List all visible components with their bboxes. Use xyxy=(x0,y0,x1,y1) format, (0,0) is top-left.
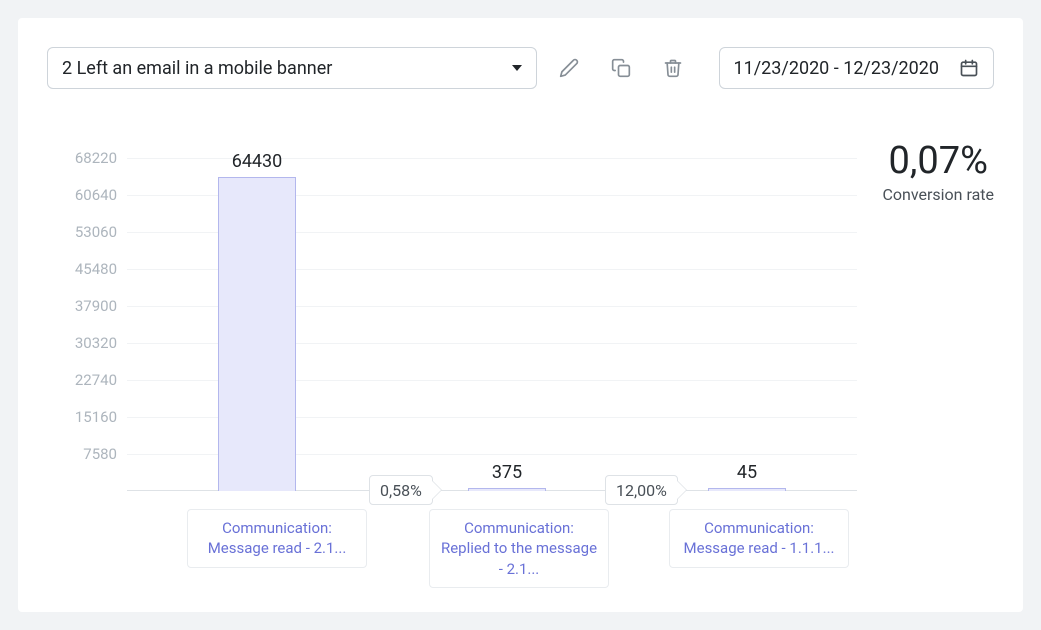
edit-button[interactable] xyxy=(549,48,589,88)
date-range-label: 11/23/2020 - 12/23/2020 xyxy=(734,58,939,79)
funnel-select-dropdown[interactable]: 2 Left an email in a mobile banner xyxy=(47,47,537,89)
x-axis-labels: Communication: Message read - 2.1... Comm… xyxy=(127,509,857,585)
funnel-step-label[interactable]: Communication: Message read - 2.1... xyxy=(187,509,367,568)
y-tick-label: 22740 xyxy=(47,371,117,389)
y-tick-label: 53060 xyxy=(47,223,117,241)
y-axis: 7580 15160 22740 30320 37900 45480 53060 60640 6… xyxy=(47,121,125,491)
bar-value-label: 64430 xyxy=(197,151,317,172)
bar-value-label: 45 xyxy=(687,462,807,483)
y-tick-label: 60640 xyxy=(47,186,117,204)
funnel-bar[interactable] xyxy=(708,488,786,491)
conversion-summary: 0,07% Conversion rate xyxy=(882,139,994,204)
y-tick-label: 15160 xyxy=(47,408,117,426)
y-tick-label: 37900 xyxy=(47,297,117,315)
delete-button[interactable] xyxy=(653,48,693,88)
chevron-down-icon xyxy=(512,65,522,71)
bar-value-label: 375 xyxy=(447,462,567,483)
copy-icon xyxy=(611,58,631,78)
funnel-chart: 0,07% Conversion rate 7580 15160 22740 3032… xyxy=(47,121,994,591)
toolbar: 2 Left an email in a mobile banner 11/23… xyxy=(47,47,994,89)
y-tick-label: 7580 xyxy=(47,445,117,463)
funnel-panel: 2 Left an email in a mobile banner 11/23… xyxy=(18,18,1023,612)
funnel-bar[interactable] xyxy=(218,177,296,492)
funnel-step-label[interactable]: Communication: Message read - 1.1.1... xyxy=(669,509,849,568)
conversion-label: Conversion rate xyxy=(882,185,994,204)
funnel-bar[interactable] xyxy=(468,488,546,491)
calendar-icon xyxy=(959,58,979,78)
trash-icon xyxy=(663,58,683,78)
y-tick-label: 45480 xyxy=(47,260,117,278)
pencil-icon xyxy=(559,58,579,78)
date-range-picker[interactable]: 11/23/2020 - 12/23/2020 xyxy=(719,47,994,89)
y-tick-label: 68220 xyxy=(47,149,117,167)
drop-rate-badge: 0,58% xyxy=(369,475,433,505)
funnel-step-label[interactable]: Communication: Replied to the message - … xyxy=(429,509,609,588)
chart-plot-area: 64430375450,58%12,00% xyxy=(127,121,857,491)
drop-rate-badge: 12,00% xyxy=(605,475,678,505)
conversion-value: 0,07% xyxy=(882,139,994,183)
y-tick-label: 30320 xyxy=(47,334,117,352)
copy-button[interactable] xyxy=(601,48,641,88)
funnel-select-label: 2 Left an email in a mobile banner xyxy=(62,58,332,79)
